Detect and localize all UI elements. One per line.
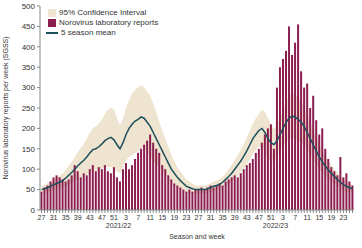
svg-text:23: 23 [183,214,191,221]
svg-text:11: 11 [304,214,311,221]
svg-text:19: 19 [170,214,178,221]
svg-text:35: 35 [62,214,70,221]
svg-text:39: 39 [231,214,239,221]
svg-text:450: 450 [22,22,36,31]
svg-text:15: 15 [315,214,323,221]
svg-text:200: 200 [22,124,36,133]
svg-text:27: 27 [195,214,203,221]
svg-text:35: 35 [219,214,227,221]
svg-text:3: 3 [124,214,128,221]
svg-text:50: 50 [26,185,35,194]
svg-text:27: 27 [38,214,46,221]
svg-text:100: 100 [22,165,36,174]
svg-text:Norovirus laboratory reports p: Norovirus laboratory reports per week (S… [8,36,10,179]
svg-text:15: 15 [158,214,166,221]
html-text:Season and week: Season and week [169,233,225,240]
svg-text:47: 47 [255,214,263,221]
svg-text:500: 500 [22,2,36,11]
svg-text:7: 7 [136,214,140,221]
svg-text:31: 31 [207,214,215,221]
html-text:2021/22: 2021/22 [105,222,132,229]
svg-text:23: 23 [340,214,348,221]
svg-text:250: 250 [22,104,36,113]
svg-text:150: 150 [22,145,36,154]
svg-text:7: 7 [293,214,297,221]
html-text:Norovirus laboratory reports: Norovirus laboratory reports [59,18,159,27]
svg-text:51: 51 [267,214,275,221]
svg-text:300: 300 [22,83,36,92]
svg-text:43: 43 [243,214,251,221]
svg-text:400: 400 [22,43,36,52]
svg-text:43: 43 [86,214,94,221]
svg-text:3: 3 [281,214,285,221]
html-text:5 season mean: 5 season mean [61,28,116,37]
svg-text:350: 350 [22,63,36,72]
html-text:95% Confidence Interval: 95% Confidence Interval [59,8,147,17]
svg-text:47: 47 [98,214,106,221]
svg-text:39: 39 [74,214,82,221]
svg-text:11: 11 [147,214,154,221]
svg-text:51: 51 [110,214,118,221]
svg-text:31: 31 [50,214,58,221]
svg-text:0: 0 [31,206,36,215]
svg-text:19: 19 [327,214,335,221]
html-text:2022/23: 2022/23 [262,222,289,229]
